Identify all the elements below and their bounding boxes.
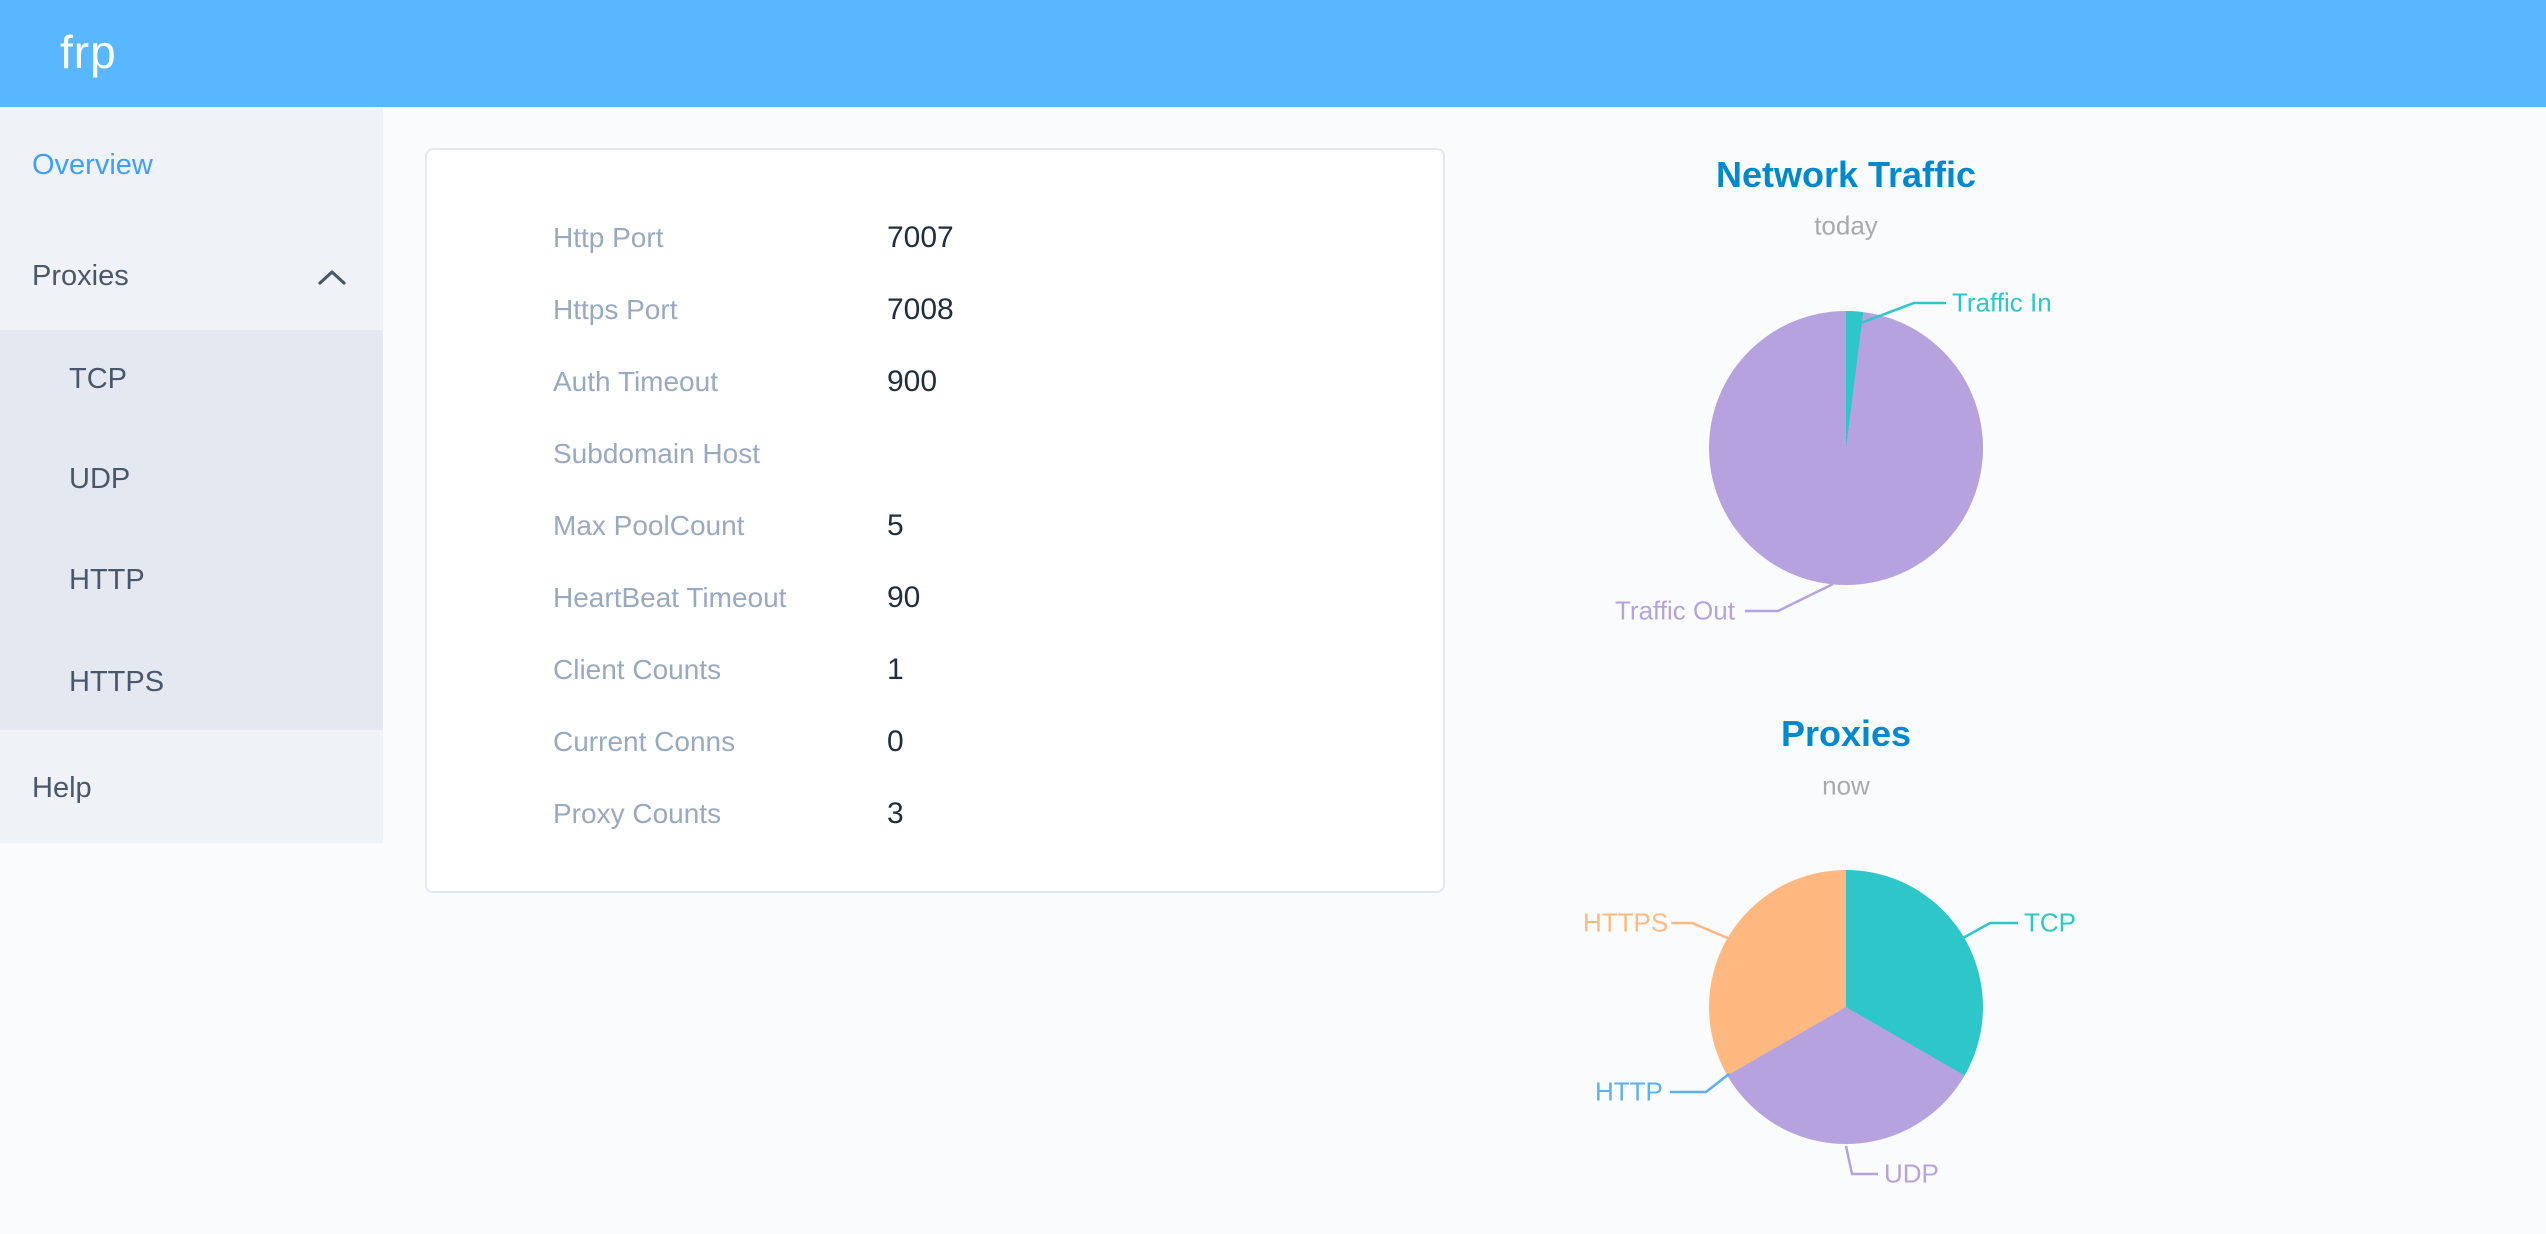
leader-http: [1670, 1073, 1730, 1094]
info-row: Http Port 7007: [427, 202, 1443, 274]
chart-title-network-traffic: Network Traffic: [1715, 154, 1977, 195]
info-row: Client Counts 1: [427, 634, 1443, 706]
leader-traffic-out: [1745, 582, 1834, 613]
slice-label-traffic-in: Traffic In: [1952, 287, 2052, 318]
slice-label-traffic-out: Traffic Out: [1615, 595, 1735, 626]
info-value: 5: [887, 509, 904, 542]
sidebar: Overview Proxies TCP UDP HTTP HTTPS Help: [0, 107, 383, 843]
info-label: Current Conns: [553, 726, 736, 757]
sidebar-item-overview[interactable]: Overview: [32, 149, 153, 181]
info-value: 7008: [887, 293, 954, 326]
server-info-rows: Http Port 7007 Https Port 7008 Auth Timeou…: [427, 202, 1443, 850]
slice-label-https: HTTPS: [1583, 907, 1669, 938]
info-value: 0: [887, 725, 904, 758]
leader-tcp: [1962, 921, 2018, 940]
info-label: HeartBeat Timeout: [553, 582, 787, 613]
info-label: Client Counts: [553, 654, 722, 685]
leader-https: [1671, 921, 1731, 941]
app-header: frp: [0, 0, 2546, 107]
sidebar-item-http[interactable]: HTTP: [69, 564, 145, 596]
chart-title-proxies: Proxies: [1780, 713, 1912, 754]
info-label: Subdomain Host: [553, 438, 761, 469]
server-info-panel: Http Port 7007 Https Port 7008 Auth Timeou…: [425, 148, 1445, 893]
chart-subtitle-today: today: [1814, 210, 1878, 241]
info-row: Subdomain Host: [427, 418, 1443, 490]
leader-udp: [1844, 1145, 1878, 1176]
slice-label-udp: UDP: [1884, 1158, 1939, 1189]
info-value: 7007: [887, 221, 954, 254]
sidebar-submenu: TCP UDP HTTP HTTPS: [0, 330, 383, 730]
info-value: 1: [887, 653, 904, 686]
slice-label-tcp: TCP: [2024, 907, 2076, 938]
sidebar-item-tcp[interactable]: TCP: [69, 363, 127, 395]
info-row: Proxy Counts 3: [427, 778, 1443, 850]
info-label: Proxy Counts: [553, 798, 722, 829]
app-logo: frp: [60, 26, 117, 78]
info-label: Auth Timeout: [553, 366, 718, 397]
info-row: Auth Timeout 900: [427, 346, 1443, 418]
info-label: Http Port: [553, 222, 664, 253]
info-value: 90: [887, 581, 921, 614]
sidebar-item-proxies[interactable]: Proxies: [0, 241, 383, 311]
sidebar-item-udp[interactable]: UDP: [69, 463, 131, 495]
info-label: Https Port: [553, 294, 678, 325]
info-row: Max PoolCount 5: [427, 490, 1443, 562]
chart-subtitle-now: now: [1822, 770, 1870, 801]
sidebar-item-help[interactable]: Help: [32, 772, 92, 804]
info-value: 3: [887, 797, 904, 830]
info-value: 900: [887, 365, 938, 398]
info-row: Current Conns 0: [427, 706, 1443, 778]
proxies-pie[interactable]: [1709, 870, 1983, 1144]
slice-label-http: HTTP: [1595, 1076, 1663, 1107]
info-row: Https Port 7008: [427, 274, 1443, 346]
info-label: Max PoolCount: [553, 510, 745, 541]
info-row: HeartBeat Timeout 90: [427, 562, 1443, 634]
sidebar-item-label: Proxies: [32, 260, 129, 292]
chevron-up-icon: [318, 270, 346, 285]
network-traffic-pie[interactable]: [1709, 311, 1983, 585]
sidebar-item-https[interactable]: HTTPS: [69, 666, 165, 698]
